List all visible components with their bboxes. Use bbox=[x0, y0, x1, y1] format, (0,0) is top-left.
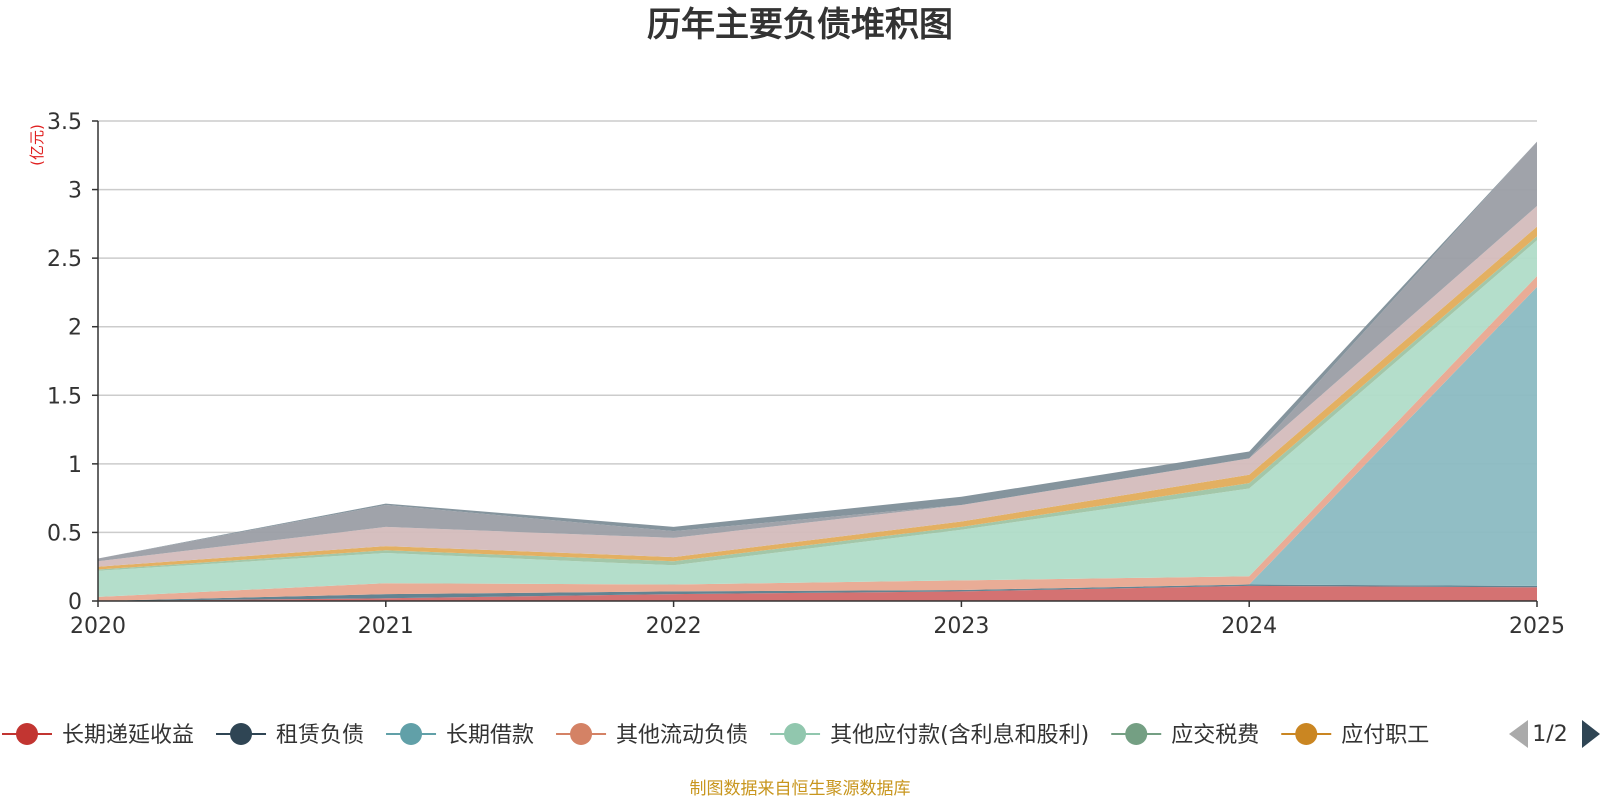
legend-items: 长期递延收益 租赁负债 长期借款 其他流动负债 其他应付款(含利息和股利) 应交税费 应付职… bbox=[2, 723, 1429, 748]
legend-label: 长期递延收益 bbox=[62, 723, 194, 748]
legend-item[interactable]: 长期借款 bbox=[386, 723, 534, 748]
y-tick-label: 2 bbox=[68, 316, 82, 341]
legend-item[interactable]: 应交税费 bbox=[1111, 723, 1259, 748]
legend-circle-marker bbox=[570, 723, 593, 745]
legend-prev-icon[interactable] bbox=[1509, 720, 1528, 748]
legend: 长期递延收益 租赁负债 长期借款 其他流动负债 其他应付款(含利息和股利) 应交税费 应付职… bbox=[2, 723, 1429, 748]
legend-item[interactable]: 其他应付款(含利息和股利) bbox=[770, 723, 1089, 748]
area-series-7 bbox=[98, 206, 1537, 567]
legend-circle-marker bbox=[16, 723, 38, 745]
area-series bbox=[98, 141, 1537, 601]
area-series-2 bbox=[98, 286, 1537, 601]
x-tick-label: 2024 bbox=[1221, 614, 1277, 639]
y-tick-label: 1 bbox=[68, 453, 82, 478]
x-tick-label: 2021 bbox=[358, 614, 414, 639]
legend-label: 其他流动负债 bbox=[616, 723, 748, 748]
legend-circle-marker bbox=[784, 723, 807, 745]
x-tick-label: 2025 bbox=[1509, 614, 1565, 639]
y-tick-label: 0.5 bbox=[47, 521, 82, 546]
y-tick-label: 3 bbox=[68, 179, 82, 204]
chart-title: 历年主要负债堆积图 bbox=[647, 5, 953, 45]
gridlines bbox=[98, 120, 1537, 534]
area-series-1 bbox=[98, 584, 1537, 601]
x-tick-label: 2020 bbox=[70, 614, 126, 639]
legend-circle-marker bbox=[1125, 723, 1148, 745]
legend-circle-marker bbox=[230, 723, 253, 745]
x-tick-label: 2022 bbox=[646, 614, 702, 639]
y-tick-label: 1.5 bbox=[47, 384, 82, 409]
legend-label: 租赁负债 bbox=[276, 723, 364, 748]
legend-label: 应付职工 bbox=[1341, 723, 1429, 748]
legend-item[interactable]: 其他流动负债 bbox=[556, 723, 748, 748]
legend-circle-marker bbox=[1295, 723, 1318, 745]
area-series-4 bbox=[98, 240, 1537, 597]
y-tick-label: 0 bbox=[68, 590, 82, 615]
x-tick-label: 2023 bbox=[933, 614, 989, 639]
legend-label: 其他应付款(含利息和股利) bbox=[830, 723, 1089, 748]
legend-item[interactable]: 租赁负债 bbox=[216, 723, 364, 748]
legend-page-indicator: 1/2 bbox=[1532, 722, 1567, 747]
area-series-0 bbox=[98, 585, 1537, 601]
legend-item[interactable]: 长期递延收益 bbox=[2, 723, 194, 748]
legend-pager: 1/2 bbox=[1509, 720, 1600, 748]
axes: 0 0.5 1 1.5 2 2.5 3 3.5 2020 2021 2022 2023 2024 2025 bbox=[47, 110, 1565, 639]
legend-label: 长期借款 bbox=[446, 723, 534, 748]
legend-item[interactable]: 应付职工 bbox=[1281, 723, 1429, 748]
legend-next-icon[interactable] bbox=[1582, 720, 1600, 748]
legend-circle-marker bbox=[400, 723, 423, 745]
legend-label: 应交税费 bbox=[1171, 723, 1259, 748]
y-axis-unit: (亿元) bbox=[28, 124, 46, 166]
data-source-note: 制图数据来自恒生聚源数据库 bbox=[690, 779, 911, 799]
y-tick-label: 3.5 bbox=[47, 110, 82, 135]
y-tick-label: 2.5 bbox=[47, 247, 82, 272]
